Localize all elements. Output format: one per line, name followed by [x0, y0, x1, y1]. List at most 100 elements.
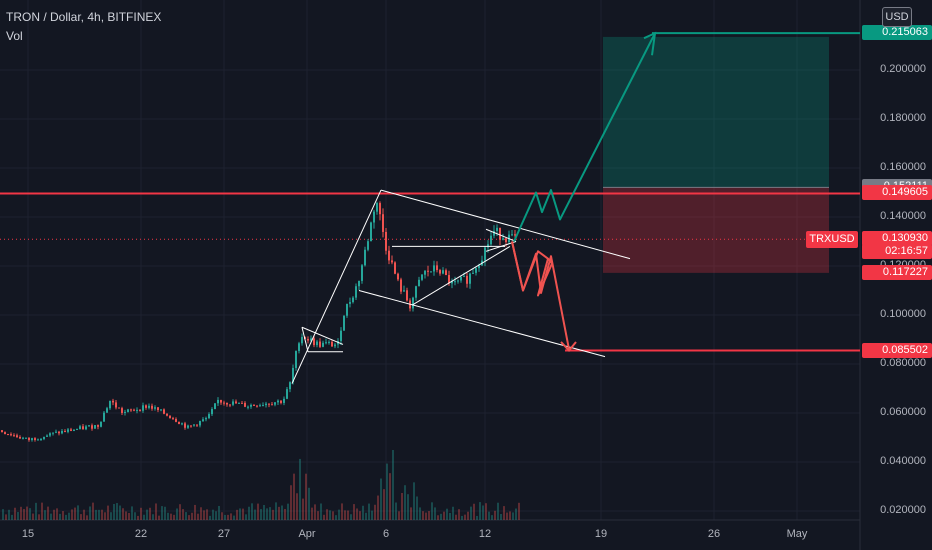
- candle-body: [97, 425, 99, 427]
- volume-bar: [476, 515, 478, 520]
- price-tick-label: 0.100000: [880, 308, 926, 320]
- candle-body: [493, 230, 495, 236]
- candle-body: [190, 425, 192, 427]
- candle-body: [121, 408, 123, 413]
- volume-bar: [404, 485, 406, 520]
- candle-body: [310, 338, 312, 341]
- volume-bar: [260, 509, 262, 520]
- candle-body: [370, 222, 372, 242]
- candle-body: [460, 276, 462, 281]
- volume-bar: [14, 507, 16, 520]
- candle-body: [256, 405, 258, 407]
- volume-bar: [488, 511, 490, 520]
- volume-bar: [401, 492, 403, 520]
- price-axis[interactable]: 0.020000 0.040000 0.060000 0.080000 0.100000…: [860, 0, 932, 520]
- volume-bar: [350, 514, 352, 520]
- volume-bar: [443, 511, 445, 520]
- volume-bar: [275, 502, 277, 520]
- candle-body: [439, 270, 441, 274]
- candle-body: [274, 402, 276, 405]
- candle-body: [133, 409, 135, 411]
- candle-body: [349, 302, 351, 304]
- volume-bar: [74, 507, 76, 520]
- volume-bar: [329, 510, 331, 520]
- volume-bar: [185, 512, 187, 520]
- volume-bar: [491, 515, 493, 520]
- candle-body: [43, 436, 45, 439]
- candle-body: [154, 407, 156, 409]
- volume-bar: [224, 514, 226, 520]
- candle-body: [64, 430, 66, 432]
- candle-body: [469, 273, 471, 284]
- candle-body: [223, 402, 225, 404]
- candle-body: [169, 415, 171, 419]
- time-axis[interactable]: 15 22 27 Apr 6 12 19 26 May: [0, 520, 860, 550]
- volume-bar: [176, 508, 178, 520]
- volume-bar: [305, 473, 307, 520]
- volume-bar: [161, 506, 163, 520]
- volume-bar: [23, 509, 25, 520]
- volume-bar: [470, 506, 472, 520]
- candle-body: [355, 286, 357, 298]
- candle-body: [283, 398, 285, 403]
- candle-body: [10, 434, 12, 436]
- candle-body: [445, 270, 447, 276]
- volume-bar: [188, 515, 190, 520]
- currency-button[interactable]: USD: [882, 7, 912, 27]
- candle-body: [79, 426, 81, 430]
- price-tick-label: 0.180000: [880, 112, 926, 124]
- candle-body: [292, 367, 294, 383]
- candle-body: [160, 409, 162, 411]
- volume-bar: [128, 512, 130, 520]
- volume-bar: [71, 509, 73, 520]
- legend-title: TRON / Dollar, 4h, BITFINEX: [6, 10, 162, 24]
- candle-body: [73, 429, 75, 431]
- price-tick-label: 0.020000: [880, 504, 926, 516]
- candle-body: [328, 341, 330, 343]
- bullish-arrow-head: [643, 31, 657, 56]
- candle-body: [139, 409, 141, 411]
- candle-body: [91, 425, 93, 429]
- volume-bar: [332, 511, 334, 520]
- volume-bar: [68, 512, 70, 520]
- volume-bar: [26, 506, 28, 520]
- candle-body: [58, 431, 60, 434]
- volume-bar: [182, 509, 184, 520]
- candle-body: [253, 404, 255, 406]
- candle-body: [415, 286, 417, 298]
- volume-bar: [398, 511, 400, 520]
- candle-body: [214, 403, 216, 410]
- candle-body: [322, 342, 324, 347]
- volume-bar: [17, 512, 19, 520]
- candle-body: [187, 425, 189, 428]
- price-tick-label: 0.060000: [880, 406, 926, 418]
- volume-bar: [134, 512, 136, 520]
- candle-body: [334, 344, 336, 347]
- volume-bar: [83, 509, 85, 520]
- candle-body: [142, 405, 144, 411]
- volume-bar: [374, 504, 376, 520]
- volume-bar: [20, 506, 22, 520]
- volume-bar: [86, 515, 88, 520]
- volume-bar: [371, 510, 373, 520]
- candle-body: [208, 414, 210, 419]
- volume-bar: [215, 511, 217, 520]
- candle-body: [178, 421, 180, 424]
- candle-body: [388, 250, 390, 261]
- volume-bar: [158, 515, 160, 520]
- flag-left-line: [301, 327, 309, 352]
- candle-body: [412, 297, 414, 309]
- volume-bar: [236, 509, 238, 520]
- candle-body: [199, 421, 201, 426]
- volume-bar: [38, 514, 40, 520]
- volume-bar: [104, 512, 106, 520]
- time-tick-label: 27: [217, 528, 231, 540]
- time-tick-label: 6: [382, 528, 390, 540]
- volume-bar: [95, 509, 97, 520]
- volume-bar: [311, 507, 313, 520]
- volume-bar: [461, 515, 463, 520]
- candle-body: [13, 435, 15, 437]
- volume-bar: [44, 510, 46, 520]
